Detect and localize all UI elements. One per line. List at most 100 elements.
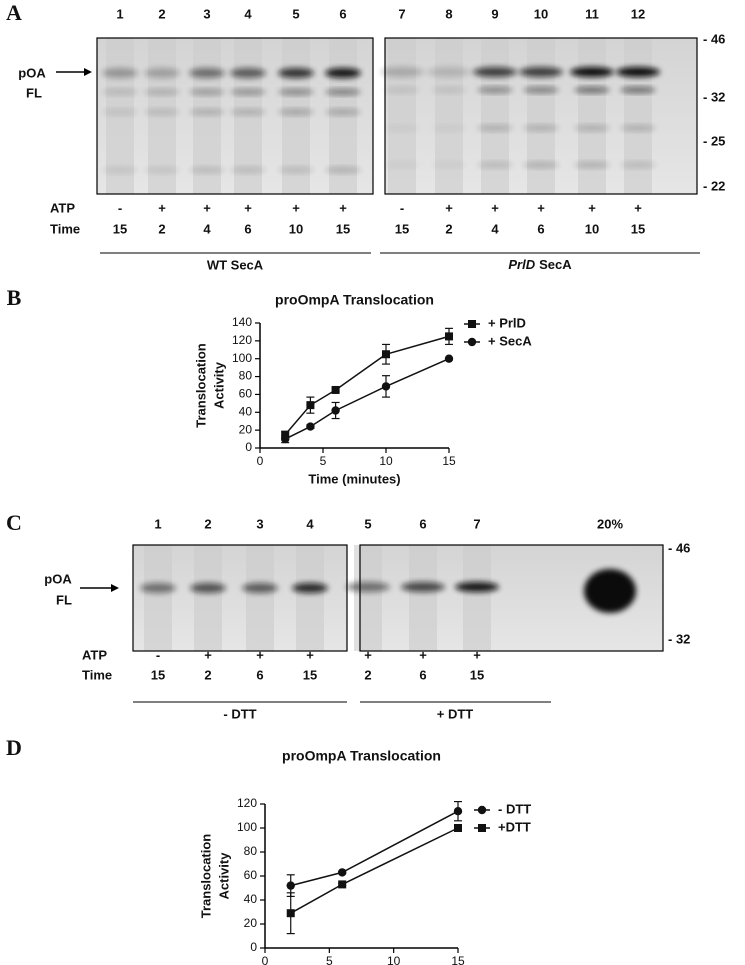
x-tick-label: 5 — [320, 454, 327, 468]
gel-band — [380, 67, 424, 77]
group-label: - DTT — [223, 706, 256, 721]
y-tick-label: 20 — [239, 422, 253, 436]
marker — [281, 430, 290, 439]
gel-band — [346, 582, 390, 592]
marker — [286, 881, 295, 890]
lane-number: 10 — [534, 6, 548, 21]
gel-band — [189, 109, 225, 115]
marker — [444, 354, 454, 363]
gel-band — [455, 582, 499, 592]
gel-band — [144, 109, 180, 115]
lane-number: 3 — [203, 6, 210, 21]
lane-number: 4 — [244, 6, 252, 21]
x-tick-label: 5 — [326, 954, 333, 965]
lane-number: 6 — [339, 6, 346, 21]
gel-lane — [481, 38, 509, 194]
series-line — [290, 827, 459, 914]
group-label-rest: SecA — [539, 257, 572, 272]
atp-sign: + — [339, 200, 347, 215]
lane-number: 5 — [364, 516, 371, 531]
time-value: 2 — [364, 667, 371, 682]
gel-band — [325, 109, 361, 115]
time-value: 15 — [303, 667, 317, 682]
row-label: Time — [82, 667, 112, 682]
y-tick-label: 0 — [245, 440, 252, 454]
gel-band — [325, 89, 361, 95]
y-tick-label: 60 — [244, 868, 258, 882]
y-tick-label: 100 — [237, 820, 257, 834]
size-marker: - 22 — [703, 178, 725, 193]
gel-lane — [578, 38, 606, 194]
gel-band — [574, 125, 610, 131]
gel-frame — [359, 544, 664, 652]
gel-band — [620, 162, 656, 168]
marker — [306, 422, 315, 431]
legend-label: +DTT — [498, 819, 531, 834]
gel-band — [384, 87, 420, 93]
gel-band — [431, 162, 467, 168]
lane-number: 1 — [154, 516, 161, 531]
gel-band — [473, 67, 517, 77]
y-tick-label: 120 — [232, 333, 252, 347]
gel-band — [278, 167, 314, 173]
band-label: FL — [26, 85, 42, 100]
series-line — [284, 335, 450, 436]
atp-sign: + — [256, 647, 264, 662]
arrow-head — [111, 584, 119, 592]
gel-frame — [132, 544, 348, 652]
gel-band — [523, 125, 559, 131]
gel-band — [102, 89, 138, 95]
legend-marker — [468, 320, 476, 328]
chart-title: proOmpA Translocation — [282, 748, 441, 764]
marker — [331, 385, 340, 394]
legend-marker — [467, 337, 477, 347]
gel-lane — [435, 38, 463, 194]
marker — [281, 434, 290, 444]
gel-lane — [194, 545, 222, 651]
lane-number: 20% — [597, 516, 623, 531]
gel-band — [189, 68, 225, 78]
gel-band — [570, 67, 614, 77]
atp-sign: + — [445, 200, 453, 215]
time-value: 6 — [256, 667, 263, 682]
time-value: 15 — [151, 667, 165, 682]
gel-band — [574, 87, 610, 93]
legend-marker — [478, 824, 486, 832]
lane-number: 7 — [473, 516, 480, 531]
group-label: + DTT — [437, 706, 474, 721]
marker — [338, 880, 347, 889]
y-tick-label: 80 — [244, 844, 258, 858]
series-line — [290, 810, 459, 887]
gel-band — [144, 89, 180, 95]
x-tick-label: 15 — [451, 954, 465, 965]
y-tick-label: 60 — [239, 387, 253, 401]
time-value: 4 — [491, 221, 499, 236]
gel-band — [278, 109, 314, 115]
time-value: 15 — [113, 221, 127, 236]
atp-sign: + — [203, 200, 211, 215]
y-tick-label: 40 — [239, 404, 253, 418]
lane-number: 4 — [306, 516, 314, 531]
gel-lane — [246, 545, 274, 651]
time-value: 2 — [445, 221, 452, 236]
atp-sign: + — [419, 647, 427, 662]
gel-lane — [354, 545, 382, 651]
gel-band — [519, 67, 563, 77]
gel-band — [477, 125, 513, 131]
gel-band — [292, 583, 328, 593]
gel-band — [242, 583, 278, 593]
gel-band — [477, 162, 513, 168]
gel-band — [230, 89, 266, 95]
gel-lane — [296, 545, 324, 651]
size-marker: - 46 — [668, 540, 690, 555]
time-value: 2 — [204, 667, 211, 682]
gel-band — [620, 125, 656, 131]
gel-band — [102, 68, 138, 78]
group-label: WT SecA — [207, 257, 264, 272]
chart-title: proOmpA Translocation — [275, 292, 434, 308]
atp-sign: + — [473, 647, 481, 662]
group-label-italic: PrlD — [508, 257, 535, 272]
x-tick-label: 0 — [257, 454, 264, 468]
marker — [454, 824, 462, 832]
gel-band — [401, 582, 445, 592]
